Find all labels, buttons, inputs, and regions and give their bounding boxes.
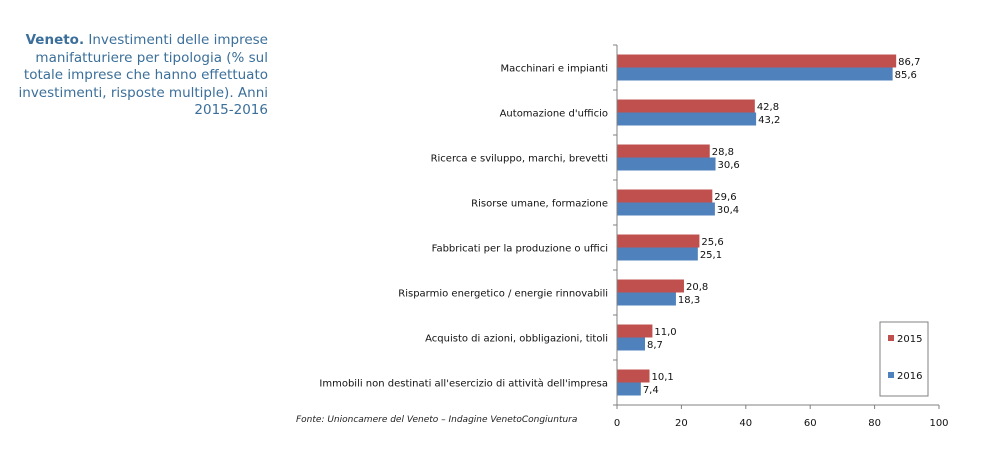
bar-2015 xyxy=(617,99,755,113)
x-tick-label: 80 xyxy=(868,418,881,429)
data-label: 11,0 xyxy=(654,327,676,338)
source-note: Fonte: Unioncamere del Veneto – Indagine… xyxy=(296,415,578,425)
data-label: 30,4 xyxy=(717,205,739,216)
data-label: 8,7 xyxy=(647,340,663,351)
bar-2016 xyxy=(617,202,715,216)
bar-2016 xyxy=(617,382,641,396)
data-label: 43,2 xyxy=(758,115,780,126)
data-label: 30,6 xyxy=(718,160,740,171)
data-label: 85,6 xyxy=(895,70,917,81)
x-tick-label: 20 xyxy=(675,418,688,429)
legend-swatch-2015 xyxy=(888,335,894,341)
bar-2015 xyxy=(617,369,650,383)
data-label: 86,7 xyxy=(898,57,920,68)
data-label: 7,4 xyxy=(643,385,659,396)
data-label: 25,6 xyxy=(701,237,723,248)
bar-2016 xyxy=(617,337,646,351)
category-label: Ricerca e sviluppo, marchi, brevetti xyxy=(431,154,608,165)
x-tick-label: 0 xyxy=(614,418,620,429)
bar-2015 xyxy=(617,54,897,68)
category-label: Risorse umane, formazione xyxy=(471,199,608,210)
data-label: 29,6 xyxy=(714,192,736,203)
bar-2016 xyxy=(617,292,676,306)
category-label: Fabbricati per la produzione o uffici xyxy=(432,244,608,255)
data-label: 20,8 xyxy=(686,282,708,293)
legend-swatch-2016 xyxy=(888,372,894,378)
x-tick-label: 40 xyxy=(739,418,752,429)
data-label: 10,1 xyxy=(652,372,674,383)
bar-2015 xyxy=(617,189,713,203)
title-bold: Veneto. xyxy=(25,32,85,48)
data-label: 18,3 xyxy=(678,295,700,306)
title-rest: Investimenti delle imprese manifatturier… xyxy=(18,32,268,118)
plot-area: Macchinari e impianti 86,7 85,6 Automazione… xyxy=(319,44,949,429)
bar-2015 xyxy=(617,144,710,158)
chart-title: Veneto. Investimenti delle imprese manif… xyxy=(8,32,268,120)
bar-2016 xyxy=(617,67,893,81)
category-label: Risparmio energetico / energie rinnovabi… xyxy=(398,289,608,300)
legend-label-2015: 2015 xyxy=(897,334,922,345)
category-label: Acquisto di azioni, obbligazioni, titoli xyxy=(425,334,608,345)
data-label: 28,8 xyxy=(712,147,734,158)
x-tick-label: 100 xyxy=(929,418,948,429)
bar-2016 xyxy=(617,247,698,261)
data-label: 42,8 xyxy=(757,102,779,113)
bar-2016 xyxy=(617,157,716,171)
bar-2015 xyxy=(617,234,700,248)
bar-2015 xyxy=(617,324,653,338)
data-label: 25,1 xyxy=(700,250,722,261)
bar-2015 xyxy=(617,279,684,293)
legend-box xyxy=(879,321,929,397)
bar-2016 xyxy=(617,112,757,126)
category-label: Immobili non destinati all'esercizio di … xyxy=(319,378,608,390)
legend-label-2016: 2016 xyxy=(897,371,922,382)
x-tick-label: 60 xyxy=(804,418,817,429)
category-label: Macchinari e impianti xyxy=(500,64,608,75)
category-label: Automazione d'ufficio xyxy=(500,109,608,120)
